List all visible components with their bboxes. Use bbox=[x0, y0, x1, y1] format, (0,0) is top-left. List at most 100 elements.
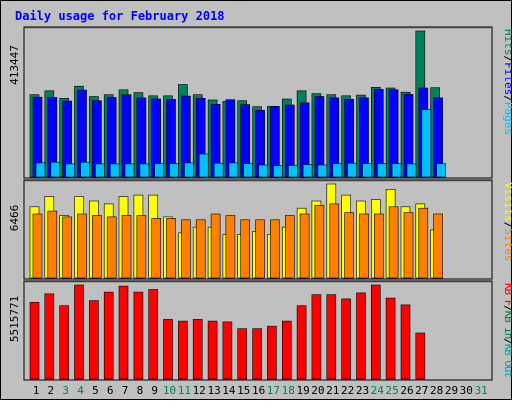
x-tick-label-2: 2 bbox=[47, 384, 54, 397]
panel-top-max-label: 413447 bbox=[8, 45, 21, 85]
bar-pages-day-1 bbox=[35, 162, 46, 178]
bar-kb-f-day-15 bbox=[237, 328, 247, 380]
bar-pages-day-17 bbox=[273, 165, 283, 178]
bar-sites-day-13 bbox=[210, 213, 221, 279]
legend-item-files: Files bbox=[502, 62, 512, 95]
bar-sites-day-26 bbox=[403, 212, 414, 279]
bar-kb-f-day-17 bbox=[267, 325, 277, 380]
bar-sites-day-7 bbox=[121, 215, 132, 279]
bar-kb-f-day-21 bbox=[326, 294, 337, 380]
x-tick-label-28: 28 bbox=[430, 384, 443, 397]
bar-kb-f-day-27 bbox=[415, 332, 426, 380]
bar-sites-day-24 bbox=[373, 213, 384, 279]
x-tick-label-15: 15 bbox=[237, 384, 250, 397]
panel-middle: 6466 Visits/Sites bbox=[8, 179, 512, 280]
bar-pages-day-4 bbox=[80, 161, 90, 178]
bar-kb-f-day-1 bbox=[29, 301, 40, 380]
bar-sites-day-6 bbox=[106, 216, 117, 279]
panel-bottom-max-label: 5515771 bbox=[8, 296, 21, 342]
bar-sites-day-5 bbox=[92, 215, 102, 279]
bar-kb-f-day-16 bbox=[252, 328, 262, 380]
x-tick-label-18: 18 bbox=[282, 384, 295, 397]
bar-kb-f-day-3 bbox=[59, 305, 70, 380]
x-tick-label-22: 22 bbox=[341, 384, 354, 397]
x-tick-label-19: 19 bbox=[296, 384, 309, 397]
legend-item-sites: Sites bbox=[502, 228, 512, 261]
bar-sites-day-10 bbox=[166, 218, 176, 279]
bar-kb-f-day-6 bbox=[103, 291, 114, 380]
panel-top-legend: Hits/Files/Pages bbox=[502, 29, 512, 135]
bar-pages-day-6 bbox=[109, 163, 120, 178]
x-tick-label-5: 5 bbox=[92, 384, 99, 397]
bar-kb-f-day-4 bbox=[74, 284, 84, 380]
bar-sites-day-19 bbox=[299, 213, 310, 279]
bar-pages-day-20 bbox=[317, 164, 328, 178]
bar-pages-day-10 bbox=[169, 163, 179, 178]
x-tick-label-12: 12 bbox=[193, 384, 206, 397]
panel-bottom-legend: KB F/KB In/KB Out bbox=[502, 283, 512, 378]
bar-sites-day-15 bbox=[240, 219, 250, 279]
bar-sites-day-17 bbox=[270, 219, 280, 279]
legend-item-visits: Visits bbox=[502, 182, 512, 222]
bar-sites-day-20 bbox=[314, 205, 325, 279]
series-pages bbox=[35, 109, 446, 178]
bar-sites-day-21 bbox=[329, 203, 340, 279]
x-tick-label-21: 21 bbox=[326, 384, 339, 397]
legend-item-kb-in: KB In bbox=[502, 311, 512, 340]
x-tick-label-11: 11 bbox=[178, 384, 191, 397]
bar-pages-day-5 bbox=[95, 163, 105, 178]
bar-pages-day-15 bbox=[243, 163, 253, 178]
bar-pages-day-25 bbox=[391, 163, 402, 178]
x-tick-label-7: 7 bbox=[122, 384, 129, 397]
bar-kb-f-day-11 bbox=[178, 320, 188, 380]
legend-separator: / bbox=[502, 305, 512, 312]
x-tick-label-27: 27 bbox=[415, 384, 428, 397]
bar-pages-day-23 bbox=[362, 163, 372, 178]
bar-sites-day-9 bbox=[151, 218, 161, 279]
bar-sites-day-23 bbox=[359, 213, 369, 279]
bar-kb-f-day-24 bbox=[370, 284, 381, 380]
panel-middle-max-label: 6466 bbox=[8, 205, 21, 232]
bar-pages-day-16 bbox=[258, 164, 268, 178]
bar-sites-day-18 bbox=[284, 215, 295, 279]
bar-sites-day-16 bbox=[255, 219, 265, 279]
x-tick-label-8: 8 bbox=[137, 384, 144, 397]
bar-kb-f-day-23 bbox=[356, 292, 366, 380]
series-kb-f bbox=[29, 284, 426, 380]
bar-pages-day-18 bbox=[287, 165, 298, 178]
bar-kb-f-day-20 bbox=[311, 294, 322, 380]
bar-kb-f-day-19 bbox=[296, 305, 307, 380]
bar-pages-day-8 bbox=[139, 163, 150, 178]
panel-middle-legend: Visits/Sites bbox=[502, 182, 512, 262]
bar-sites-day-25 bbox=[388, 206, 399, 279]
bar-pages-day-27 bbox=[421, 109, 432, 178]
x-tick-label-13: 13 bbox=[207, 384, 220, 397]
bar-pages-day-13 bbox=[213, 162, 224, 178]
bar-sites-day-12 bbox=[195, 219, 206, 279]
bar-kb-f-day-12 bbox=[192, 319, 203, 380]
bar-sites-day-28 bbox=[433, 213, 443, 279]
x-tick-label-9: 9 bbox=[151, 384, 158, 397]
bar-pages-day-14 bbox=[228, 162, 239, 178]
legend-separator: / bbox=[502, 338, 512, 345]
bar-pages-day-26 bbox=[406, 163, 417, 178]
x-tick-label-6: 6 bbox=[107, 384, 114, 397]
bar-kb-f-day-8 bbox=[133, 291, 144, 380]
x-tick-label-1: 1 bbox=[33, 384, 40, 397]
x-tick-label-26: 26 bbox=[400, 384, 413, 397]
x-tick-label-25: 25 bbox=[385, 384, 398, 397]
x-tick-label-20: 20 bbox=[311, 384, 324, 397]
bar-kb-f-day-9 bbox=[148, 289, 158, 380]
x-tick-label-3: 3 bbox=[62, 384, 69, 397]
bar-pages-day-21 bbox=[332, 163, 343, 178]
chart-title: Daily usage for February 2018 bbox=[15, 9, 225, 23]
legend-item-hits: Hits bbox=[502, 29, 512, 56]
bar-kb-f-day-26 bbox=[400, 304, 411, 380]
legend-separator: / bbox=[502, 95, 512, 102]
x-tick-label-31: 31 bbox=[475, 384, 488, 397]
bar-pages-day-22 bbox=[347, 162, 357, 178]
legend-item-kb-out: KB Out bbox=[502, 344, 512, 378]
x-tick-label-4: 4 bbox=[77, 384, 84, 397]
